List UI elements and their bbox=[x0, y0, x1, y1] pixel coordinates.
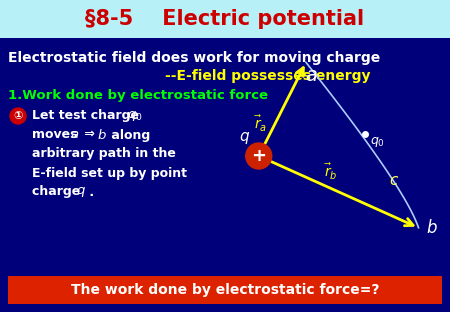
Text: along: along bbox=[107, 129, 150, 142]
Text: ⇒: ⇒ bbox=[80, 129, 95, 142]
Text: moves: moves bbox=[32, 129, 82, 142]
Text: $\vec{r}_b$: $\vec{r}_b$ bbox=[324, 162, 338, 182]
Circle shape bbox=[246, 143, 272, 169]
Text: +: + bbox=[251, 147, 266, 165]
Text: ①: ① bbox=[14, 111, 22, 121]
Text: $q$: $q$ bbox=[76, 185, 86, 199]
Text: $c$: $c$ bbox=[389, 174, 399, 188]
Text: arbitrary path in the: arbitrary path in the bbox=[32, 148, 176, 160]
Text: charge: charge bbox=[32, 186, 85, 198]
Circle shape bbox=[10, 108, 26, 124]
Text: Let test charge: Let test charge bbox=[32, 110, 144, 123]
Text: The work done by electrostatic force=?: The work done by electrostatic force=? bbox=[71, 283, 379, 297]
Text: 1.Work done by electrostatic force: 1.Work done by electrostatic force bbox=[8, 90, 268, 103]
Text: $b$: $b$ bbox=[427, 219, 438, 237]
Text: $q$: $q$ bbox=[239, 130, 250, 146]
FancyBboxPatch shape bbox=[8, 276, 442, 304]
Text: $q_0$: $q_0$ bbox=[127, 109, 143, 123]
Text: E-field set up by point: E-field set up by point bbox=[32, 167, 187, 179]
Text: §8-5    Electric potential: §8-5 Electric potential bbox=[86, 9, 365, 29]
Text: $b$: $b$ bbox=[97, 128, 107, 142]
Text: Electrostatic field does work for moving charge: Electrostatic field does work for moving… bbox=[8, 51, 380, 65]
Text: --E-field possesses energy: --E-field possesses energy bbox=[165, 69, 370, 83]
FancyBboxPatch shape bbox=[0, 0, 450, 38]
Text: $a$: $a$ bbox=[305, 67, 317, 85]
Text: $\vec{r}_a$: $\vec{r}_a$ bbox=[254, 114, 267, 134]
Text: $q_0$: $q_0$ bbox=[370, 135, 386, 149]
Text: $a$: $a$ bbox=[70, 129, 79, 142]
Text: .: . bbox=[85, 186, 94, 198]
